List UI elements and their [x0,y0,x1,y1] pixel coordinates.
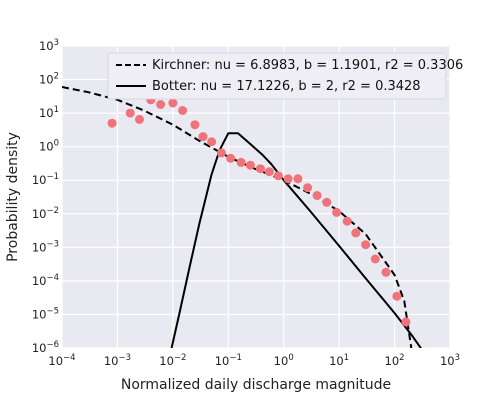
y-ticks: 10−6 10−5 10−4 10−3 10−2 10−1 100 101 102 103 [32,38,59,355]
y-tick-label: 10−3 [32,239,59,254]
x-tick-label: 10−1 [215,353,242,368]
data-point [283,174,293,184]
data-point [342,216,352,226]
scatter-points [107,95,411,327]
data-point [168,98,178,108]
legend: Kirchner: nu = 6.8983, b = 1.1901, r2 = … [107,52,463,100]
x-tick-label: 10−2 [159,353,186,368]
series-line-1 [170,132,422,348]
data-point [135,114,144,124]
legend-box [107,52,447,100]
x-tick-label: 10−3 [104,353,131,368]
data-point [156,100,166,109]
curves [62,86,422,348]
data-point [236,157,246,167]
data-point [303,183,313,193]
legend-label-kirchner: Kirchner: nu = 6.8983, b = 1.1901, r2 = … [152,58,463,73]
data-point [361,240,371,250]
x-tick-label: 101 [329,353,349,368]
data-point [107,118,117,128]
data-point [332,207,342,217]
data-point [293,174,303,184]
data-point [245,160,255,170]
data-point [264,167,274,177]
data-point [125,108,135,118]
y-tick-label: 10−6 [32,340,59,355]
x-tick-label: 100 [274,353,294,368]
data-point [255,164,265,174]
data-point [226,153,236,163]
y-tick-label: 103 [39,38,59,53]
data-point [381,267,391,277]
y-tick-label: 101 [39,105,59,120]
x-ticks: 10−4 10−3 10−2 10−1 100 101 102 103 [48,353,460,368]
data-point [312,191,322,200]
x-tick-label: 10−4 [48,353,75,368]
data-point [370,254,380,264]
y-tick-label: 10−4 [32,273,59,288]
y-tick-label: 102 [39,72,59,87]
legend-label-botter: Botter: nu = 17.1226, b = 2, r2 = 0.3428 [152,79,421,94]
y-tick-label: 10−5 [32,306,59,321]
y-axis-label: Probability density [5,132,21,262]
data-point [198,132,208,142]
data-point [392,291,402,301]
data-point [190,120,200,130]
data-point [273,171,283,181]
data-point [207,137,217,147]
data-point [178,106,188,115]
y-tick-label: 100 [39,139,59,154]
x-axis-label: Normalized daily discharge magnitude [121,377,391,393]
x-tick-label: 103 [440,353,460,368]
y-tick-label: 10−2 [32,206,59,221]
series-line-0 [62,86,413,348]
data-point [401,317,411,327]
y-tick-label: 10−1 [32,172,59,187]
x-tick-label: 102 [385,353,405,368]
data-point [216,148,226,158]
data-point [322,197,332,207]
data-point [351,228,361,238]
